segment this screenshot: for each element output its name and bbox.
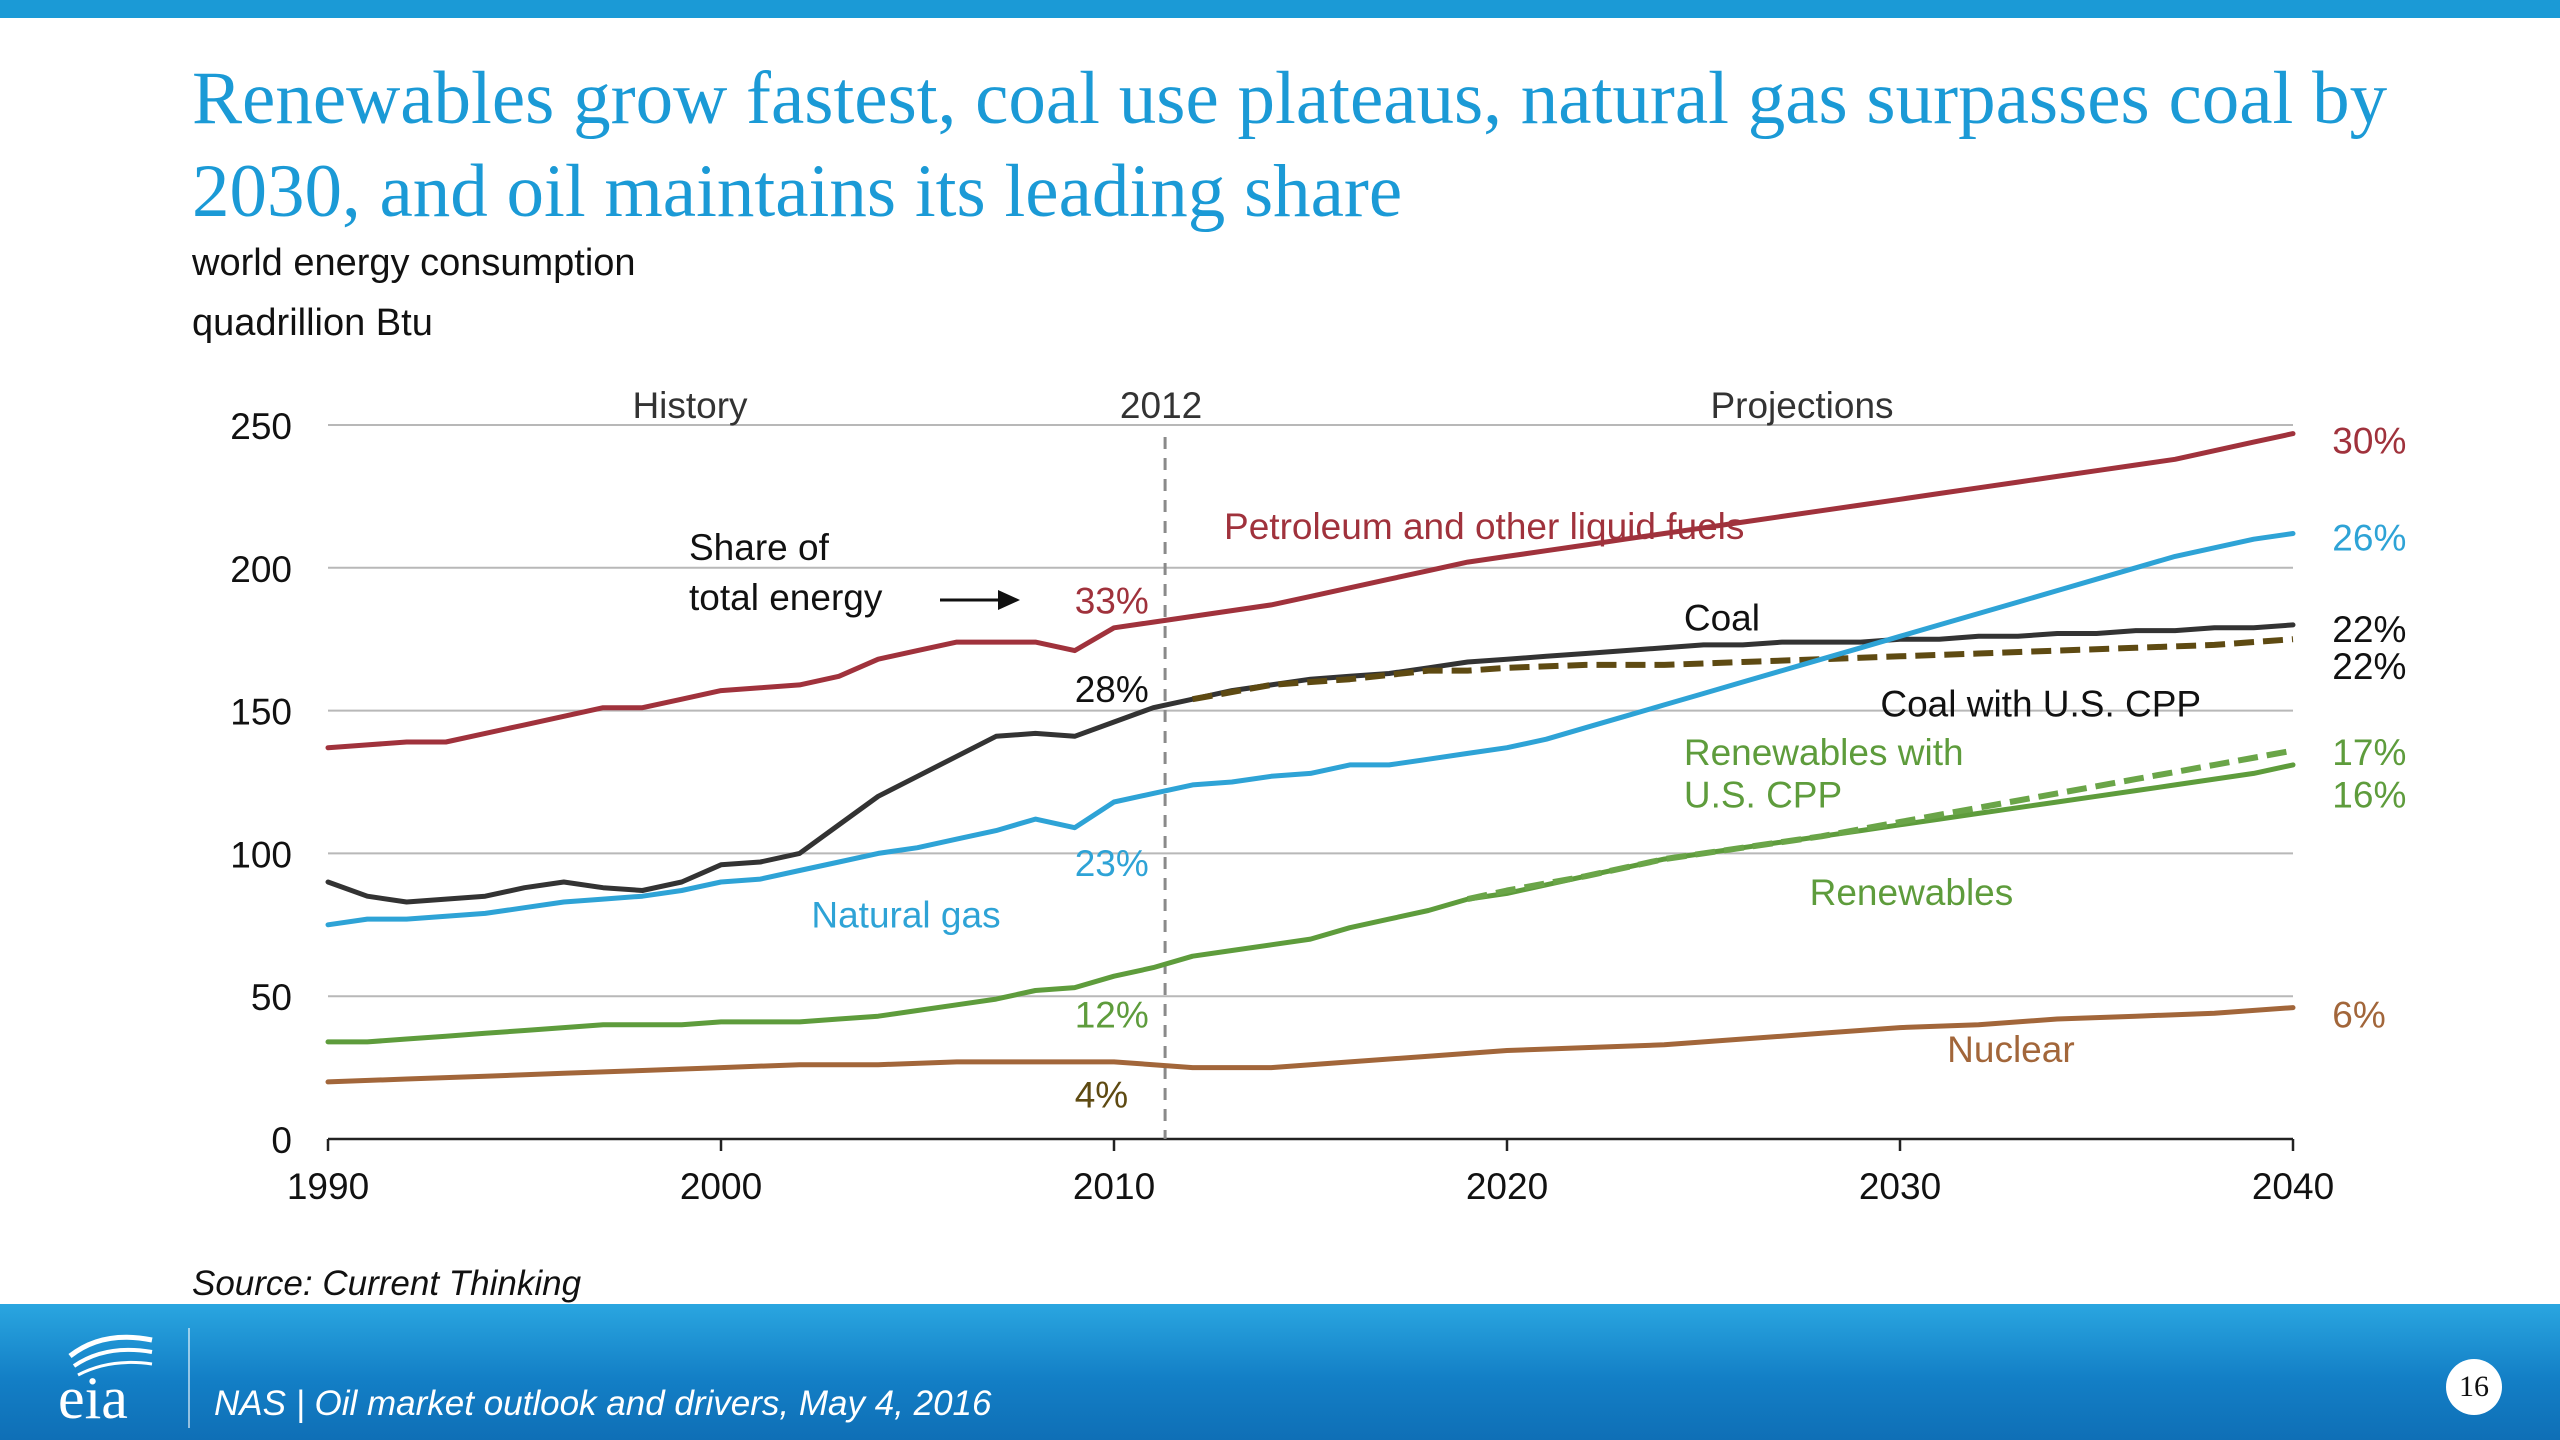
share-note-line-2: total energy <box>689 577 883 618</box>
x-tick-label: 2000 <box>680 1166 762 1207</box>
series-lines <box>325 431 2296 1085</box>
share-label: 33% <box>1075 580 1149 621</box>
y-tick-label: 0 <box>271 1120 292 1161</box>
share-label: 4% <box>1075 1075 1128 1116</box>
series-line-petroleum-and-other-liquid-fuels <box>325 431 2296 751</box>
series-annotation: Coal <box>1684 598 1760 639</box>
series-annotation: Coal with U.S. CPP <box>1880 683 2201 724</box>
series-annotation: Petroleum and other liquid fuels <box>1224 506 1744 547</box>
series-annotation: Nuclear <box>1947 1029 2075 1070</box>
series-annotation: U.S. CPP <box>1684 775 1842 816</box>
eia-logo-text: eia <box>58 1365 128 1428</box>
share-label: 23% <box>1075 843 1149 884</box>
page-number: 16 <box>2446 1359 2502 1415</box>
share-label: 22% <box>2332 609 2406 650</box>
series-line-coal <box>325 622 2296 905</box>
series-annotation: Renewables with <box>1684 732 1964 773</box>
x-tick-label: 2010 <box>1073 1166 1155 1207</box>
top-accent-bar <box>0 0 2560 18</box>
y-tick-label: 100 <box>230 834 292 875</box>
gridlines <box>328 424 2293 998</box>
axes: 0 50 100 150 200 250 1990 2000 2010 2020 2030 2040 2… <box>230 385 2334 1207</box>
x-tick-label: 2020 <box>1466 1166 1548 1207</box>
chart-units: quadrillion Btu <box>192 302 433 344</box>
source-note: Source: Current Thinking <box>192 1264 582 1303</box>
footer-caption: NAS | Oil market outlook and drivers, Ma… <box>214 1384 992 1423</box>
projections-label: Projections <box>1710 385 1893 426</box>
eia-logo: eia <box>58 1334 153 1428</box>
chart-labels: Petroleum and other liquid fuels Coal Coal… <box>689 421 2406 1116</box>
share-label: 17% <box>2332 732 2406 773</box>
share-label: 28% <box>1075 669 1149 710</box>
y-tick-label: 150 <box>230 692 292 733</box>
share-label: 12% <box>1075 995 1149 1036</box>
y-tick-label: 200 <box>230 549 292 590</box>
y-tick-label: 50 <box>251 977 292 1018</box>
x-tick-label: 2030 <box>1859 1166 1941 1207</box>
share-label: 22% <box>2332 646 2406 687</box>
share-label: 26% <box>2332 518 2406 559</box>
footer-bar <box>0 1304 2560 1440</box>
history-label: History <box>632 385 748 426</box>
series-line-nuclear <box>325 1005 2296 1085</box>
share-note-arrow-head <box>998 590 1020 610</box>
x-tick-label: 2040 <box>2252 1166 2334 1207</box>
footer-divider <box>188 1328 190 1428</box>
share-note-line-1: Share of <box>689 527 830 568</box>
share-label: 6% <box>2332 995 2385 1036</box>
y-tick-label: 250 <box>230 406 292 447</box>
series-line-renewables <box>325 762 2296 1045</box>
slide-title: Renewables grow fastest, coal use platea… <box>192 57 2388 233</box>
series-line-natural-gas <box>325 531 2296 928</box>
series-line-coal-with-u-s-cpp <box>1192 636 2294 703</box>
series-annotation: Renewables <box>1810 872 2014 913</box>
share-label: 30% <box>2332 421 2406 462</box>
x-tick-label: 1990 <box>287 1166 369 1207</box>
series-line-renewables-with-u-s-cpp <box>1467 747 2294 903</box>
series-annotation: Natural gas <box>811 895 1000 936</box>
chart-subtitle: world energy consumption <box>192 242 636 284</box>
share-label: 16% <box>2332 775 2406 816</box>
divider-year-label: 2012 <box>1120 385 1202 426</box>
